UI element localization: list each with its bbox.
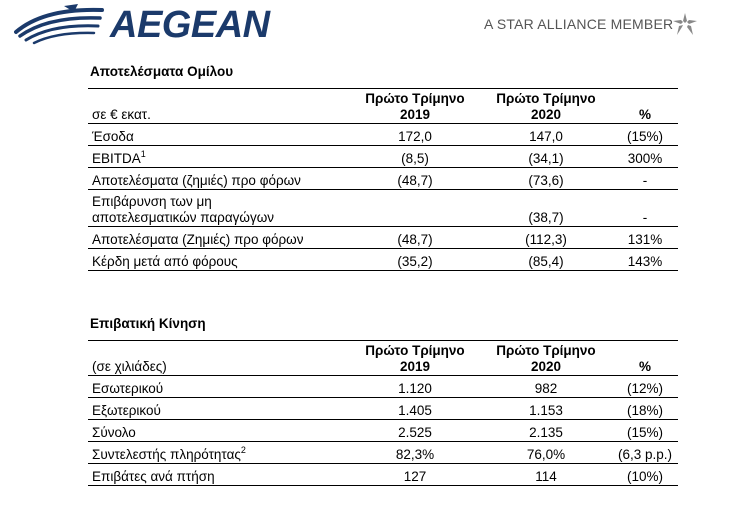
value-pct: (10%) bbox=[612, 463, 678, 486]
footnote-marker: 1 bbox=[140, 149, 146, 159]
table-row: Αποτελέσματα (ζημιές) προ φόρων (48,7) (… bbox=[88, 167, 678, 190]
row-label: Εσωτερικού bbox=[88, 375, 350, 398]
value-pct: - bbox=[612, 167, 678, 190]
table-row: Επιβάτες ανά πτήση 127 114 (10%) bbox=[88, 463, 678, 486]
table1-title: Αποτελέσματα Ομίλου bbox=[90, 64, 234, 79]
value-2020: 2.135 bbox=[480, 419, 612, 442]
passenger-traffic-table: (σε χιλιάδες) Πρώτο Τρίμηνο 2019 Πρώτο Τρ… bbox=[88, 340, 678, 486]
value-2019 bbox=[350, 189, 480, 227]
value-2020: (38,7) bbox=[480, 189, 612, 227]
value-pct: (6,3 p.p.) bbox=[612, 441, 678, 464]
table-row: Επιβάρυνση των μη αποτελεσματικών παραγώγ… bbox=[88, 189, 678, 227]
row-label: Κέρδη μετά από φόρους bbox=[88, 248, 350, 271]
header: AEGEAN A STAR ALLIANCE MEMBER bbox=[0, 0, 753, 52]
row-label: Επιβάτες ανά πτήση bbox=[88, 463, 350, 486]
aegean-logo: AEGEAN bbox=[14, 2, 276, 46]
value-2020: 982 bbox=[480, 375, 612, 398]
table-row: Κέρδη μετά από φόρους (35,2) (85,4) 143% bbox=[88, 248, 678, 271]
value-2019: 82,3% bbox=[350, 441, 480, 464]
value-2020: 147,0 bbox=[480, 123, 612, 146]
col-header-2019: Πρώτο Τρίμηνο 2019 bbox=[350, 340, 480, 376]
value-2019: (48,7) bbox=[350, 167, 480, 190]
value-2020: (34,1) bbox=[480, 145, 612, 168]
value-pct: 300% bbox=[612, 145, 678, 168]
value-pct: (15%) bbox=[612, 123, 678, 146]
row-label: EBITDA1 bbox=[88, 145, 350, 168]
value-pct: (15%) bbox=[612, 419, 678, 442]
table-header-row: (σε χιλιάδες) Πρώτο Τρίμηνο 2019 Πρώτο Τρ… bbox=[88, 340, 678, 376]
value-2019: 1.405 bbox=[350, 397, 480, 420]
footnote-marker: 2 bbox=[240, 445, 246, 455]
row-label: Έσοδα bbox=[88, 123, 350, 146]
table-row: Εσωτερικού 1.120 982 (12%) bbox=[88, 375, 678, 398]
value-2019: 172,0 bbox=[350, 123, 480, 146]
value-2020: (73,6) bbox=[480, 167, 612, 190]
value-2020: 114 bbox=[480, 463, 612, 486]
star-alliance-icon bbox=[673, 13, 697, 35]
table-row: Σύνολο 2.525 2.135 (15%) bbox=[88, 419, 678, 442]
value-2020: (85,4) bbox=[480, 248, 612, 271]
value-pct: - bbox=[612, 189, 678, 227]
row-label: Αποτελέσματα (Ζημιές) προ φόρων bbox=[88, 226, 350, 249]
col-header-2020: Πρώτο Τρίμηνο 2020 bbox=[480, 340, 612, 376]
row-label: Αποτελέσματα (ζημιές) προ φόρων bbox=[88, 167, 350, 190]
alliance-text: A STAR ALLIANCE MEMBER bbox=[484, 16, 674, 32]
financial-results-table: σε € εκατ. Πρώτο Τρίμηνο 2019 Πρώτο Τρίμη… bbox=[88, 88, 678, 271]
aegean-bird-logo-icon bbox=[14, 4, 104, 45]
value-pct: (12%) bbox=[612, 375, 678, 398]
row-label: Εξωτερικού bbox=[88, 397, 350, 420]
value-2019: 2.525 bbox=[350, 419, 480, 442]
col-header-pct: % bbox=[612, 88, 678, 124]
table2-title: Επιβατική Κίνηση bbox=[90, 316, 206, 331]
value-2019: (8,5) bbox=[350, 145, 480, 168]
table-row: Αποτελέσματα (Ζημιές) προ φόρων (48,7) (… bbox=[88, 226, 678, 249]
value-pct: 131% bbox=[612, 226, 678, 249]
row-label: Επιβάρυνση των μη αποτελεσματικών παραγώγ… bbox=[88, 189, 350, 227]
value-2019: (35,2) bbox=[350, 248, 480, 271]
row-label: Σύνολο bbox=[88, 419, 350, 442]
row-label: Συντελεστής πληρότητας2 bbox=[88, 441, 350, 464]
value-2019: 1.120 bbox=[350, 375, 480, 398]
unit-label: (σε χιλιάδες) bbox=[88, 340, 350, 376]
col-header-pct: % bbox=[612, 340, 678, 376]
value-2019: 127 bbox=[350, 463, 480, 486]
value-pct: 143% bbox=[612, 248, 678, 271]
col-header-2020: Πρώτο Τρίμηνο 2020 bbox=[480, 88, 612, 124]
value-2020: 76,0% bbox=[480, 441, 612, 464]
table-row: Εξωτερικού 1.405 1.153 (18%) bbox=[88, 397, 678, 420]
value-2019: (48,7) bbox=[350, 226, 480, 249]
value-2020: 1.153 bbox=[480, 397, 612, 420]
value-pct: (18%) bbox=[612, 397, 678, 420]
table-row: EBITDA1 (8,5) (34,1) 300% bbox=[88, 145, 678, 168]
table-header-row: σε € εκατ. Πρώτο Τρίμηνο 2019 Πρώτο Τρίμη… bbox=[88, 88, 678, 124]
table-row: Συντελεστής πληρότητας2 82,3% 76,0% (6,3… bbox=[88, 441, 678, 464]
unit-label: σε € εκατ. bbox=[88, 88, 350, 124]
value-2020: (112,3) bbox=[480, 226, 612, 249]
table-row: Έσοδα 172,0 147,0 (15%) bbox=[88, 123, 678, 146]
brand-name: AEGEAN bbox=[110, 4, 270, 46]
col-header-2019: Πρώτο Τρίμηνο 2019 bbox=[350, 88, 480, 124]
